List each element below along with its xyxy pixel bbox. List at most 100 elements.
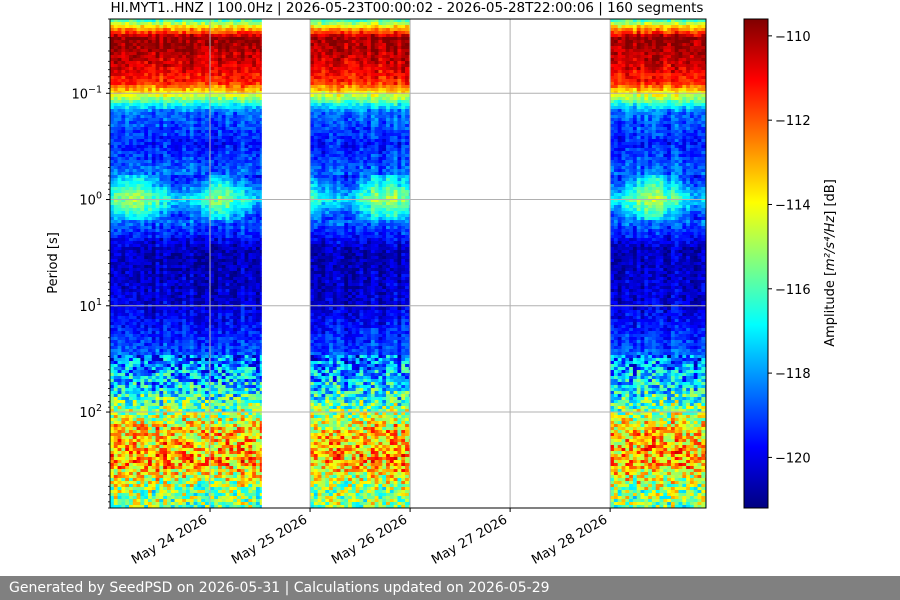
heatmap-cell — [217, 466, 223, 470]
heatmap-cell — [208, 142, 210, 146]
heatmap-cell — [117, 172, 122, 176]
heatmap-cell — [193, 184, 198, 188]
heatmap-cell — [151, 301, 156, 305]
heatmap-cell — [167, 133, 172, 137]
heatmap-cell — [205, 394, 210, 398]
heatmap-cell — [174, 358, 179, 362]
heatmap-cell — [121, 121, 126, 125]
heatmap-cell — [117, 184, 122, 188]
heatmap-cell — [186, 373, 191, 377]
heatmap-cell — [197, 457, 202, 461]
heatmap-cell — [121, 127, 126, 131]
heatmap-cell — [167, 154, 172, 158]
heatmap-cell — [214, 127, 219, 131]
heatmap-cell — [189, 118, 194, 122]
heatmap-cell — [167, 349, 172, 353]
heatmap-cell — [151, 379, 156, 383]
heatmap-cell — [221, 226, 226, 230]
heatmap-cell — [217, 127, 223, 131]
heatmap-cell — [178, 157, 183, 161]
heatmap-cell — [129, 268, 134, 272]
heatmap-cell — [210, 148, 215, 152]
heatmap-cell — [159, 118, 164, 122]
heatmap-cell — [113, 118, 118, 122]
heatmap-cell — [174, 370, 179, 374]
heatmap-cell — [170, 127, 175, 131]
heatmap-cell — [217, 160, 223, 164]
heatmap-cell — [121, 364, 126, 368]
heatmap-cell — [193, 175, 198, 179]
heatmap-cell — [208, 97, 210, 101]
heatmap-cell — [136, 208, 141, 212]
heatmap-cell — [113, 67, 118, 71]
heatmap-cell — [159, 325, 164, 329]
heatmap-cell — [163, 199, 168, 203]
heatmap-cell — [178, 382, 183, 386]
heatmap-cell — [178, 472, 183, 476]
heatmap-cell — [132, 256, 137, 260]
heatmap-cell — [132, 502, 137, 506]
heatmap-cell — [217, 112, 223, 116]
heatmap-cell — [193, 379, 198, 383]
heatmap-cell — [167, 283, 172, 287]
heatmap-cell — [189, 109, 194, 113]
heatmap-cell — [125, 292, 130, 296]
heatmap-cell — [205, 346, 210, 350]
heatmap-cell — [113, 439, 118, 443]
heatmap-cell — [144, 463, 149, 467]
heatmap-cell — [221, 88, 226, 92]
heatmap-cell — [136, 265, 141, 269]
heatmap-cell — [205, 274, 210, 278]
heatmap-cell — [217, 358, 223, 362]
heatmap-cell — [155, 25, 160, 29]
heatmap-cell — [197, 52, 202, 56]
heatmap-cell — [170, 106, 175, 110]
heatmap-cell — [113, 241, 118, 245]
heatmap-cell — [159, 367, 164, 371]
heatmap-cell — [132, 178, 137, 182]
heatmap-cell — [113, 487, 118, 491]
heatmap-cell — [163, 259, 168, 263]
heatmap-cell — [151, 343, 156, 347]
heatmap-cell — [144, 190, 149, 194]
heatmap-cell — [148, 178, 153, 182]
heatmap-cell — [178, 454, 183, 458]
heatmap-cell — [144, 268, 149, 272]
heatmap-cell — [117, 295, 122, 299]
heatmap-cell — [113, 145, 118, 149]
heatmap-cell — [113, 502, 118, 506]
heatmap-cell — [110, 463, 115, 467]
heatmap-cell — [148, 202, 153, 206]
heatmap-cell — [170, 469, 175, 473]
heatmap-cell — [167, 406, 172, 410]
heatmap-cell — [140, 298, 145, 302]
heatmap-cell — [214, 241, 219, 245]
heatmap-cell — [148, 313, 153, 317]
heatmap-cell — [117, 457, 122, 461]
heatmap-cell — [208, 385, 210, 389]
heatmap-cell — [205, 325, 210, 329]
heatmap-cell — [189, 460, 194, 464]
heatmap-cell — [170, 163, 175, 167]
heatmap-cell — [178, 400, 183, 404]
heatmap-cell — [217, 328, 223, 332]
heatmap-cell — [136, 256, 141, 260]
heatmap-cell — [155, 22, 160, 26]
heatmap-cell — [193, 298, 198, 302]
heatmap-cell — [182, 97, 187, 101]
heatmap-cell — [155, 169, 160, 173]
heatmap-cell — [129, 250, 134, 254]
heatmap-cell — [174, 484, 179, 488]
heatmap-cell — [148, 367, 153, 371]
heatmap-cell — [110, 466, 115, 470]
heatmap-cell — [148, 457, 153, 461]
heatmap-cell — [125, 100, 130, 104]
heatmap-cell — [208, 442, 210, 446]
heatmap-cell — [129, 346, 134, 350]
heatmap-cell — [132, 217, 137, 221]
heatmap-cell — [197, 382, 202, 386]
heatmap-cell — [144, 445, 149, 449]
heatmap-cell — [189, 76, 194, 80]
heatmap-cell — [113, 319, 118, 323]
heatmap-cell — [208, 340, 210, 344]
